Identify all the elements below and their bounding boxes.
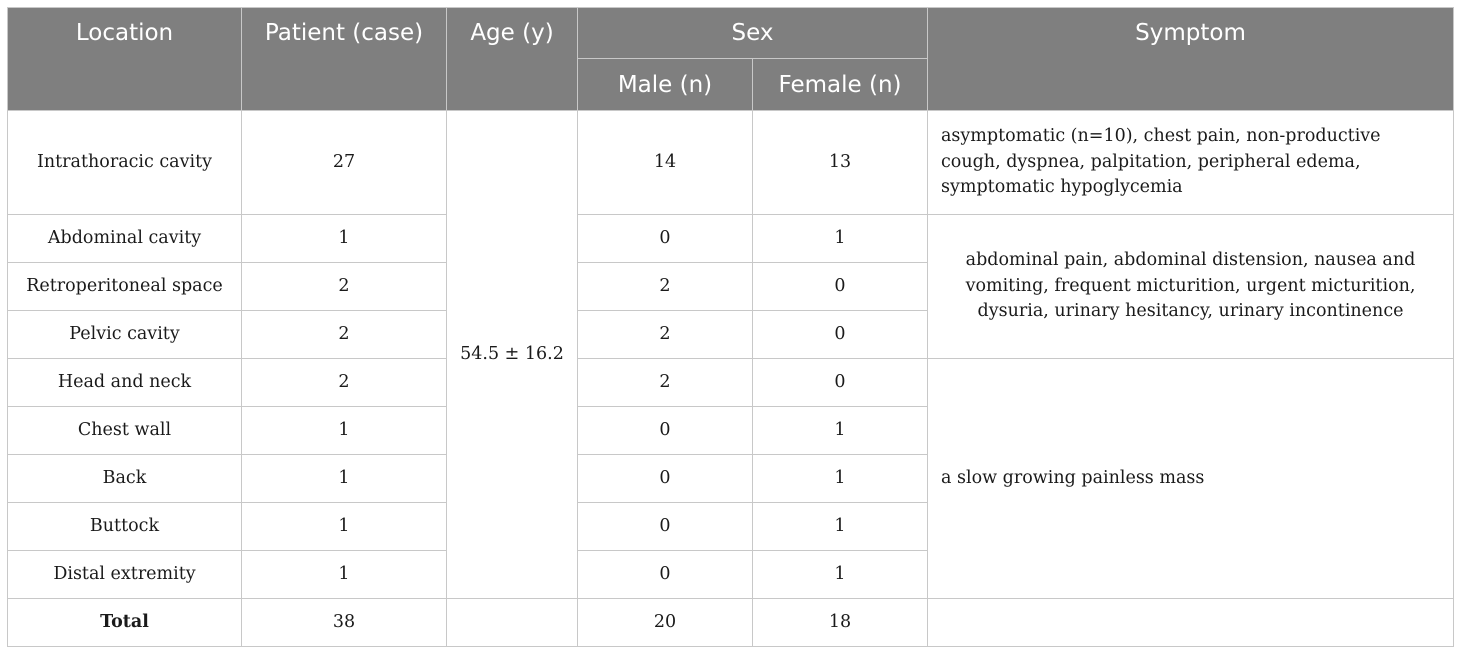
patient-count-cell: 1	[241, 502, 447, 551]
location-cell: Buttock	[7, 502, 242, 551]
total-label: Total	[7, 598, 242, 647]
location-cell: Back	[7, 454, 242, 503]
patient-count-cell: 1	[241, 214, 447, 263]
age-cell: 54.5 ± 16.2	[446, 110, 578, 599]
female-count-cell: 1	[752, 502, 928, 551]
male-count-cell: 0	[577, 214, 753, 263]
female-count-cell: 0	[752, 310, 928, 359]
location-cell: Distal extremity	[7, 550, 242, 599]
table-row: Buttock 1 0 1	[7, 502, 1454, 551]
female-count-cell: 0	[752, 262, 928, 311]
table-row: Back 1 0 1	[7, 454, 1454, 503]
patient-characteristics-table: Location Patient (case) Age (y) Sex Symp…	[7, 7, 1454, 647]
header-female: Female (n)	[752, 58, 928, 111]
male-count-cell: 0	[577, 502, 753, 551]
patient-count-cell: 1	[241, 454, 447, 503]
patient-count-cell: 1	[241, 406, 447, 455]
patient-count-cell: 2	[241, 262, 447, 311]
patient-count-cell: 1	[241, 550, 447, 599]
table-row: Intrathoracic cavity 27 54.5 ± 16.2 14 1…	[7, 110, 1454, 599]
location-cell: Head and neck	[7, 358, 242, 407]
location-cell: Pelvic cavity	[7, 310, 242, 359]
table-row: Pelvic cavity 2 2 0	[7, 310, 1454, 359]
total-age-empty	[446, 598, 578, 647]
table-row: Retroperitoneal space 2 2 0	[7, 262, 1454, 311]
symptom-mass-cell: a slow growing painless mass	[927, 358, 1454, 599]
table-row: Head and neck 2 2 0 a slow growing painl…	[7, 358, 1454, 599]
patient-count-cell: 2	[241, 358, 447, 407]
location-cell: Retroperitoneal space	[7, 262, 242, 311]
header-symptom: Symptom	[927, 7, 1454, 111]
male-count-cell: 2	[577, 358, 753, 407]
patient-count-cell: 2	[241, 310, 447, 359]
total-female: 18	[752, 598, 928, 647]
male-count-cell: 2	[577, 310, 753, 359]
table-row: Abdominal cavity 1 0 1 abdominal pain, a…	[7, 214, 1454, 359]
location-cell: Intrathoracic cavity	[7, 110, 242, 215]
male-count-cell: 0	[577, 406, 753, 455]
male-count-cell: 2	[577, 262, 753, 311]
header-male: Male (n)	[577, 58, 753, 111]
total-patients: 38	[241, 598, 447, 647]
symptom-thoracic-cell: asymptomatic (n=10), chest pain, non-pro…	[927, 110, 1454, 215]
total-row: Total 38 20 18	[7, 598, 1454, 647]
total-symptom-empty	[927, 598, 1454, 647]
header-sex: Sex	[577, 7, 928, 59]
female-count-cell: 1	[752, 550, 928, 599]
female-count-cell: 1	[752, 454, 928, 503]
patient-count-cell: 27	[241, 110, 447, 215]
total-male: 20	[577, 598, 753, 647]
table-row: Distal extremity 1 0 1	[7, 550, 1454, 599]
female-count-cell: 0	[752, 358, 928, 407]
male-count-cell: 14	[577, 110, 753, 215]
male-count-cell: 0	[577, 454, 753, 503]
location-cell: Abdominal cavity	[7, 214, 242, 263]
male-count-cell: 0	[577, 550, 753, 599]
header-age: Age (y)	[446, 7, 578, 111]
female-count-cell: 13	[752, 110, 928, 215]
female-count-cell: 1	[752, 214, 928, 263]
symptom-abdominal-cell: abdominal pain, abdominal distension, na…	[927, 214, 1454, 359]
header-patient: Patient (case)	[241, 7, 447, 111]
header-location: Location	[7, 7, 242, 111]
location-cell: Chest wall	[7, 406, 242, 455]
female-count-cell: 1	[752, 406, 928, 455]
